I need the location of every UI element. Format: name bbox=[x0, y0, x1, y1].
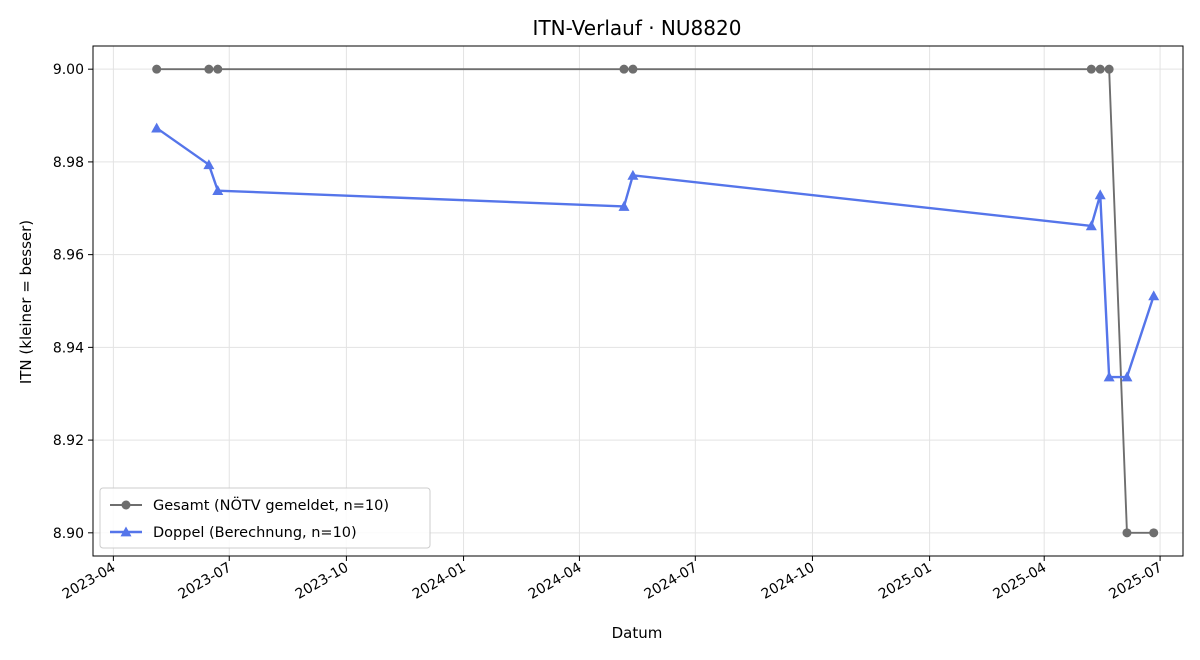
series-1 bbox=[152, 64, 1159, 538]
x-tick-label: 2023-07 bbox=[176, 560, 235, 603]
data-point bbox=[151, 122, 163, 133]
x-tick-label: 2024-07 bbox=[642, 560, 701, 603]
data-point bbox=[203, 159, 215, 170]
data-point bbox=[619, 64, 629, 74]
series-layer bbox=[151, 64, 1160, 538]
legend-item: Gesamt (NÖTV gemeldet, n=10) bbox=[110, 496, 389, 514]
y-tick-label: 9.00 bbox=[53, 62, 84, 78]
data-point bbox=[212, 185, 224, 196]
y-tick-label: 8.98 bbox=[53, 155, 84, 171]
data-point bbox=[618, 200, 630, 211]
x-tick-label: 2024-10 bbox=[759, 560, 818, 603]
data-point bbox=[1103, 371, 1115, 382]
legend-marker bbox=[120, 526, 132, 537]
data-point bbox=[204, 64, 214, 74]
series-line bbox=[155, 127, 1155, 379]
data-point bbox=[1085, 220, 1097, 231]
x-tick-label: 2023-04 bbox=[60, 560, 119, 603]
grid-lines bbox=[93, 46, 1183, 556]
data-point bbox=[1094, 189, 1106, 200]
plot-area-frame bbox=[92, 45, 1184, 557]
x-tick-label: 2025-07 bbox=[1106, 560, 1165, 603]
data-point bbox=[152, 64, 162, 74]
data-point bbox=[1121, 371, 1133, 382]
data-point bbox=[1095, 64, 1105, 74]
x-tick-label: 2024-04 bbox=[526, 560, 585, 603]
series-2 bbox=[151, 122, 1160, 382]
series-line bbox=[156, 68, 1154, 534]
data-point bbox=[1149, 528, 1159, 538]
data-point bbox=[628, 64, 638, 74]
x-axis-title: Datum bbox=[612, 624, 663, 642]
legend: Gesamt (NÖTV gemeldet, n=10) Doppel (Bere… bbox=[99, 487, 431, 549]
data-point bbox=[1122, 528, 1132, 538]
legend-label: Gesamt (NÖTV gemeldet, n=10) bbox=[153, 496, 389, 514]
data-point bbox=[627, 169, 639, 180]
y-axis-title: ITN (kleiner = besser) bbox=[17, 220, 35, 384]
data-point bbox=[1148, 290, 1160, 301]
data-point bbox=[1104, 64, 1114, 74]
legend-item: Doppel (Berechnung, n=10) bbox=[110, 525, 357, 541]
x-tick-label: 2025-04 bbox=[991, 560, 1050, 603]
legend-box bbox=[99, 487, 431, 549]
data-point bbox=[213, 64, 223, 74]
x-tick-label: 2024-01 bbox=[410, 560, 469, 603]
legend-label: Doppel (Berechnung, n=10) bbox=[153, 525, 357, 541]
data-point bbox=[1086, 64, 1096, 74]
x-tick-label: 2023-10 bbox=[293, 560, 352, 603]
y-tick-label: 8.96 bbox=[53, 248, 84, 264]
x-tick-label: 2025-01 bbox=[876, 560, 935, 603]
chart-title: ITN-Verlauf · NU8820 bbox=[533, 16, 742, 40]
y-tick-label: 8.92 bbox=[53, 433, 84, 449]
y-tick-label: 8.90 bbox=[53, 526, 84, 542]
y-tick-label: 8.94 bbox=[53, 340, 84, 356]
legend-marker bbox=[121, 500, 131, 510]
